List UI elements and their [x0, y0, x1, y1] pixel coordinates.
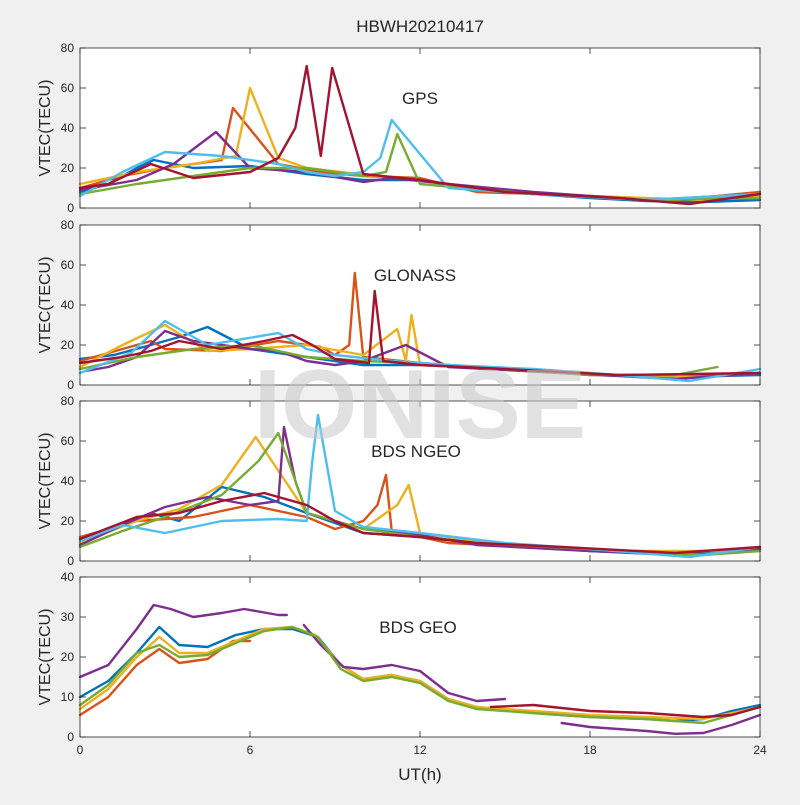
y-tick-label: 20 [61, 338, 75, 352]
watermark: IONISE [254, 349, 586, 459]
y-tick-label: 0 [67, 201, 74, 215]
series-line-7 [78, 289, 762, 377]
panel-label: BDS NGEO [371, 442, 461, 461]
y-tick-label: 40 [61, 474, 75, 488]
series-line-7 [489, 703, 762, 719]
panel-bds-ngeo: 0 20 40 60 80 VTEC(TECU) BDS NGEO [37, 394, 762, 568]
panel-gps: 0 20 40 60 80 VTEC(TECU) GPS [37, 41, 762, 215]
x-tick-label: 6 [247, 743, 254, 757]
x-tick-label: 24 [753, 743, 767, 757]
series-line-8 [560, 713, 762, 735]
x-axis-label: UT(h) [398, 765, 441, 784]
y-tick-label: 0 [67, 730, 74, 744]
series-line-4 [78, 603, 288, 679]
series-line-7 [78, 64, 762, 206]
y-tick-label: 20 [61, 161, 75, 175]
panel-bds-geo: 0 10 20 30 40 0 6 12 18 24 VTEC(TECU) BDS GEO [37, 570, 767, 757]
y-axis-label: VTEC(TECU) [37, 257, 54, 354]
y-tick-label: 60 [61, 434, 75, 448]
figure-title: HBWH20210417 [356, 17, 484, 36]
panel-label: GLONASS [374, 266, 456, 285]
y-tick-label: 60 [61, 81, 75, 95]
y-tick-label: 80 [61, 218, 75, 232]
y-tick-label: 60 [61, 258, 75, 272]
y-tick-label: 20 [61, 514, 75, 528]
panel-label: BDS GEO [379, 618, 456, 637]
y-axis-label: VTEC(TECU) [37, 80, 54, 177]
x-tick-label: 0 [77, 743, 84, 757]
y-tick-label: 40 [61, 570, 75, 584]
series-line-6 [78, 625, 762, 725]
y-tick-label: 40 [61, 298, 75, 312]
series-line-3 [78, 625, 762, 721]
y-tick-label: 20 [61, 650, 75, 664]
y-tick-label: 30 [61, 610, 75, 624]
y-axis-label: VTEC(TECU) [37, 609, 54, 706]
panel-glonass: 0 20 40 60 80 VTEC(TECU) GLONASS [37, 218, 762, 392]
y-tick-label: 40 [61, 121, 75, 135]
y-axis-label: VTEC(TECU) [37, 433, 54, 530]
y-tick-label: 80 [61, 394, 75, 408]
y-tick-label: 10 [61, 690, 75, 704]
x-tick-label: 12 [413, 743, 427, 757]
y-tick-label: 80 [61, 41, 75, 55]
panel-label: GPS [402, 89, 438, 108]
series-line-7 [78, 491, 762, 555]
y-tick-label: 0 [67, 554, 74, 568]
x-tick-label: 18 [583, 743, 597, 757]
y-tick-label: 0 [67, 378, 74, 392]
